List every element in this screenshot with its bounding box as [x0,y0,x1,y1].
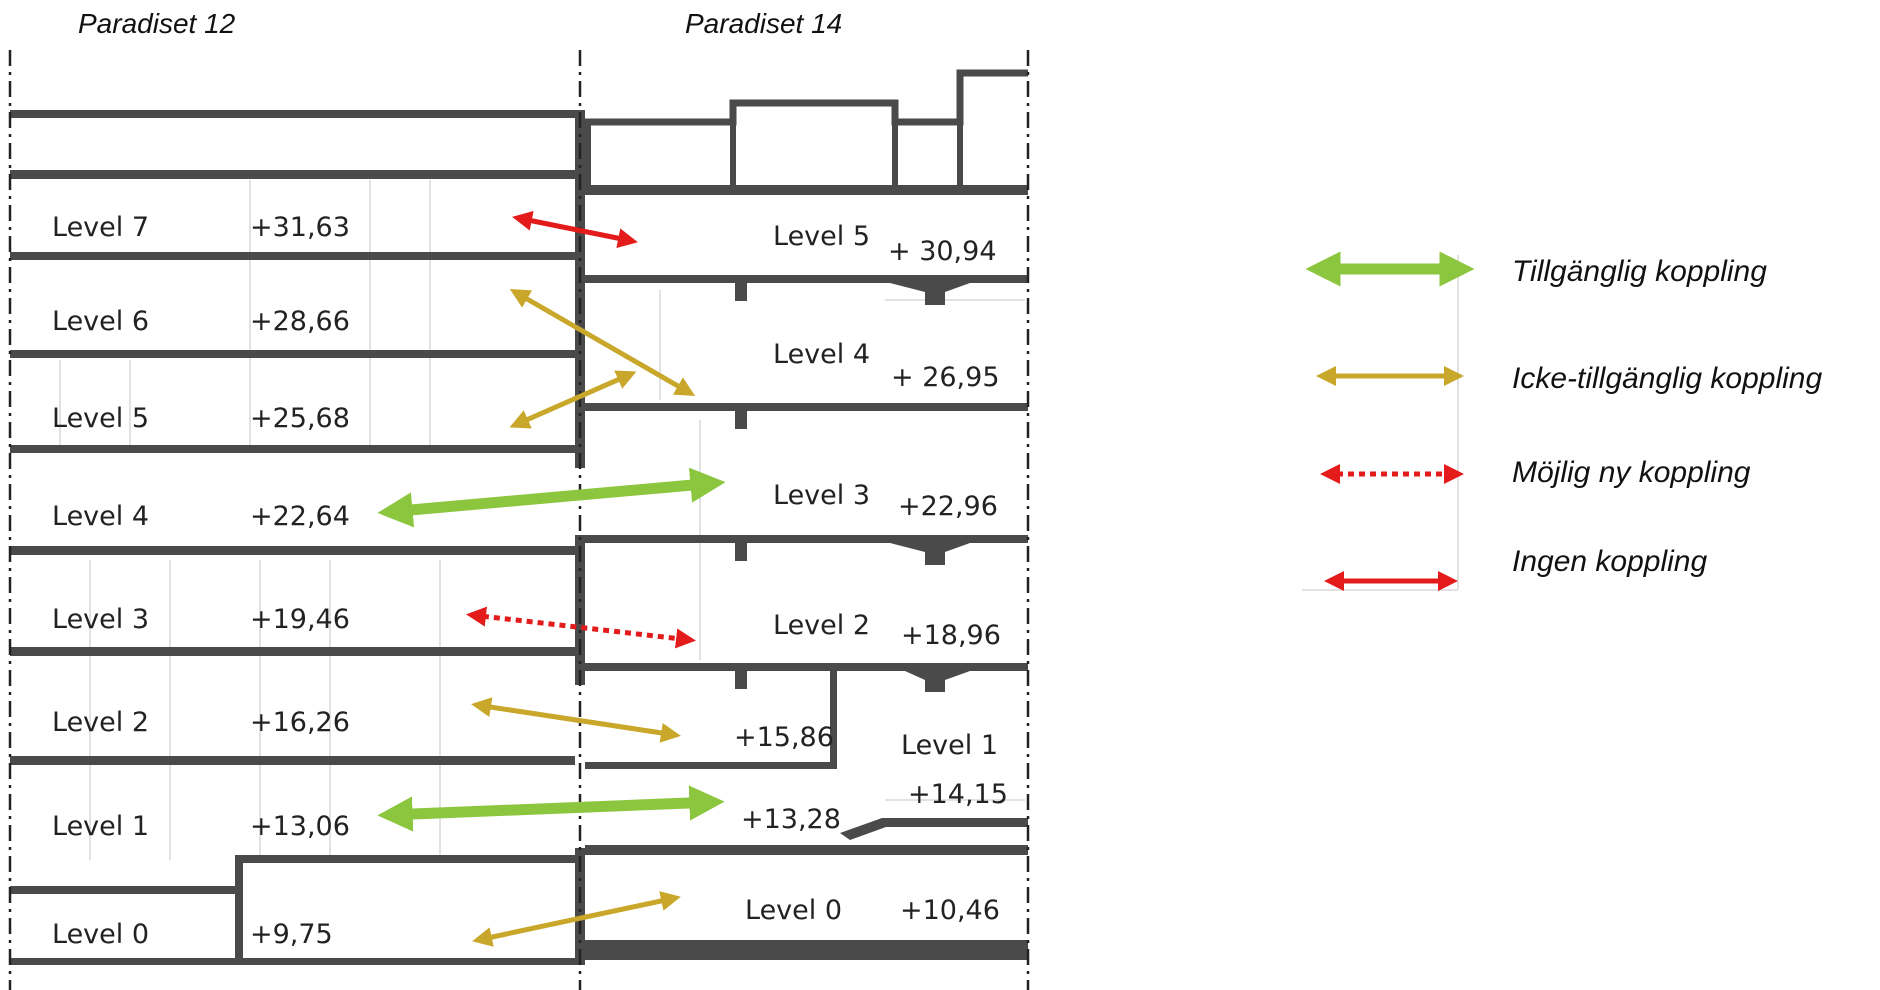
level-label: Level 4 [52,501,149,532]
level-elevation: +9,75 [250,919,333,950]
level-label: Level 3 [773,480,870,511]
arrow-possible-level3-level2 [466,606,696,649]
legend: Tillgänglig koppling Icke-tillgänglig ko… [1302,251,1822,591]
legend-label-none: Ingen koppling [1512,545,1707,578]
level-elevation: +22,64 [250,501,350,532]
right-level-labels: Level 5 + 30,94 Level 4 + 26,95 Level 3 … [734,221,1008,926]
level-label: Level 2 [773,610,870,641]
level-elevation: +14,15 [908,779,1008,810]
arrow-none-level7-level5 [512,210,638,249]
level-label: Level 6 [52,306,149,337]
level-label: Level 1 [52,811,149,842]
level-elevation: +22,96 [898,491,998,522]
level-label: Level 5 [52,403,149,434]
level-label: Level 3 [52,604,149,635]
level-label: Level 7 [52,212,149,243]
legend-label-non-accessible: Icke-tillgänglig koppling [1512,362,1822,395]
level-label: Level 5 [773,221,870,252]
level-elevation: +31,63 [250,212,350,243]
left-building-structure [10,110,575,965]
level-elevation: +13,28 [741,804,841,835]
level-label: Level 0 [52,919,149,950]
level-elevation: +18,96 [901,620,1001,651]
level-elevation: +25,68 [250,403,350,434]
arrow-nonaccessible-level0-level0 [472,891,681,947]
level-elevation: +15,86 [734,722,834,753]
level-elevation: +16,26 [250,707,350,738]
building-name-left: Paradiset 12 [78,8,236,39]
arrow-nonaccessible-level2-1586 [471,697,681,743]
legend-label-possible-new: Möjlig ny koppling [1512,456,1751,489]
level-label: Level 0 [745,895,842,926]
level-label: Level 4 [773,339,870,370]
left-level-labels: Level 7 +31,63 Level 6 +28,66 Level 5 +2… [52,212,350,950]
arrow-accessible-level1-1328 [377,785,725,832]
level-elevation: +19,46 [250,604,350,635]
level-label: Level 1 [901,730,998,761]
right-building-structure [585,69,1028,960]
level-elevation: +28,66 [250,306,350,337]
connection-arrows [377,210,726,947]
building-name-right: Paradiset 14 [685,8,842,39]
arrow-nonaccessible-level5-level4 [509,370,637,429]
level-elevation: + 26,95 [891,362,1000,393]
level-elevation: +10,46 [900,895,1000,926]
legend-label-accessible: Tillgänglig koppling [1512,255,1767,288]
arrow-accessible-level4-level3 [377,467,726,528]
level-label: Level 2 [52,707,149,738]
arrow-nonaccessible-level6-level4 [509,289,696,396]
level-elevation: + 30,94 [888,236,997,267]
level-elevation: +13,06 [250,811,350,842]
